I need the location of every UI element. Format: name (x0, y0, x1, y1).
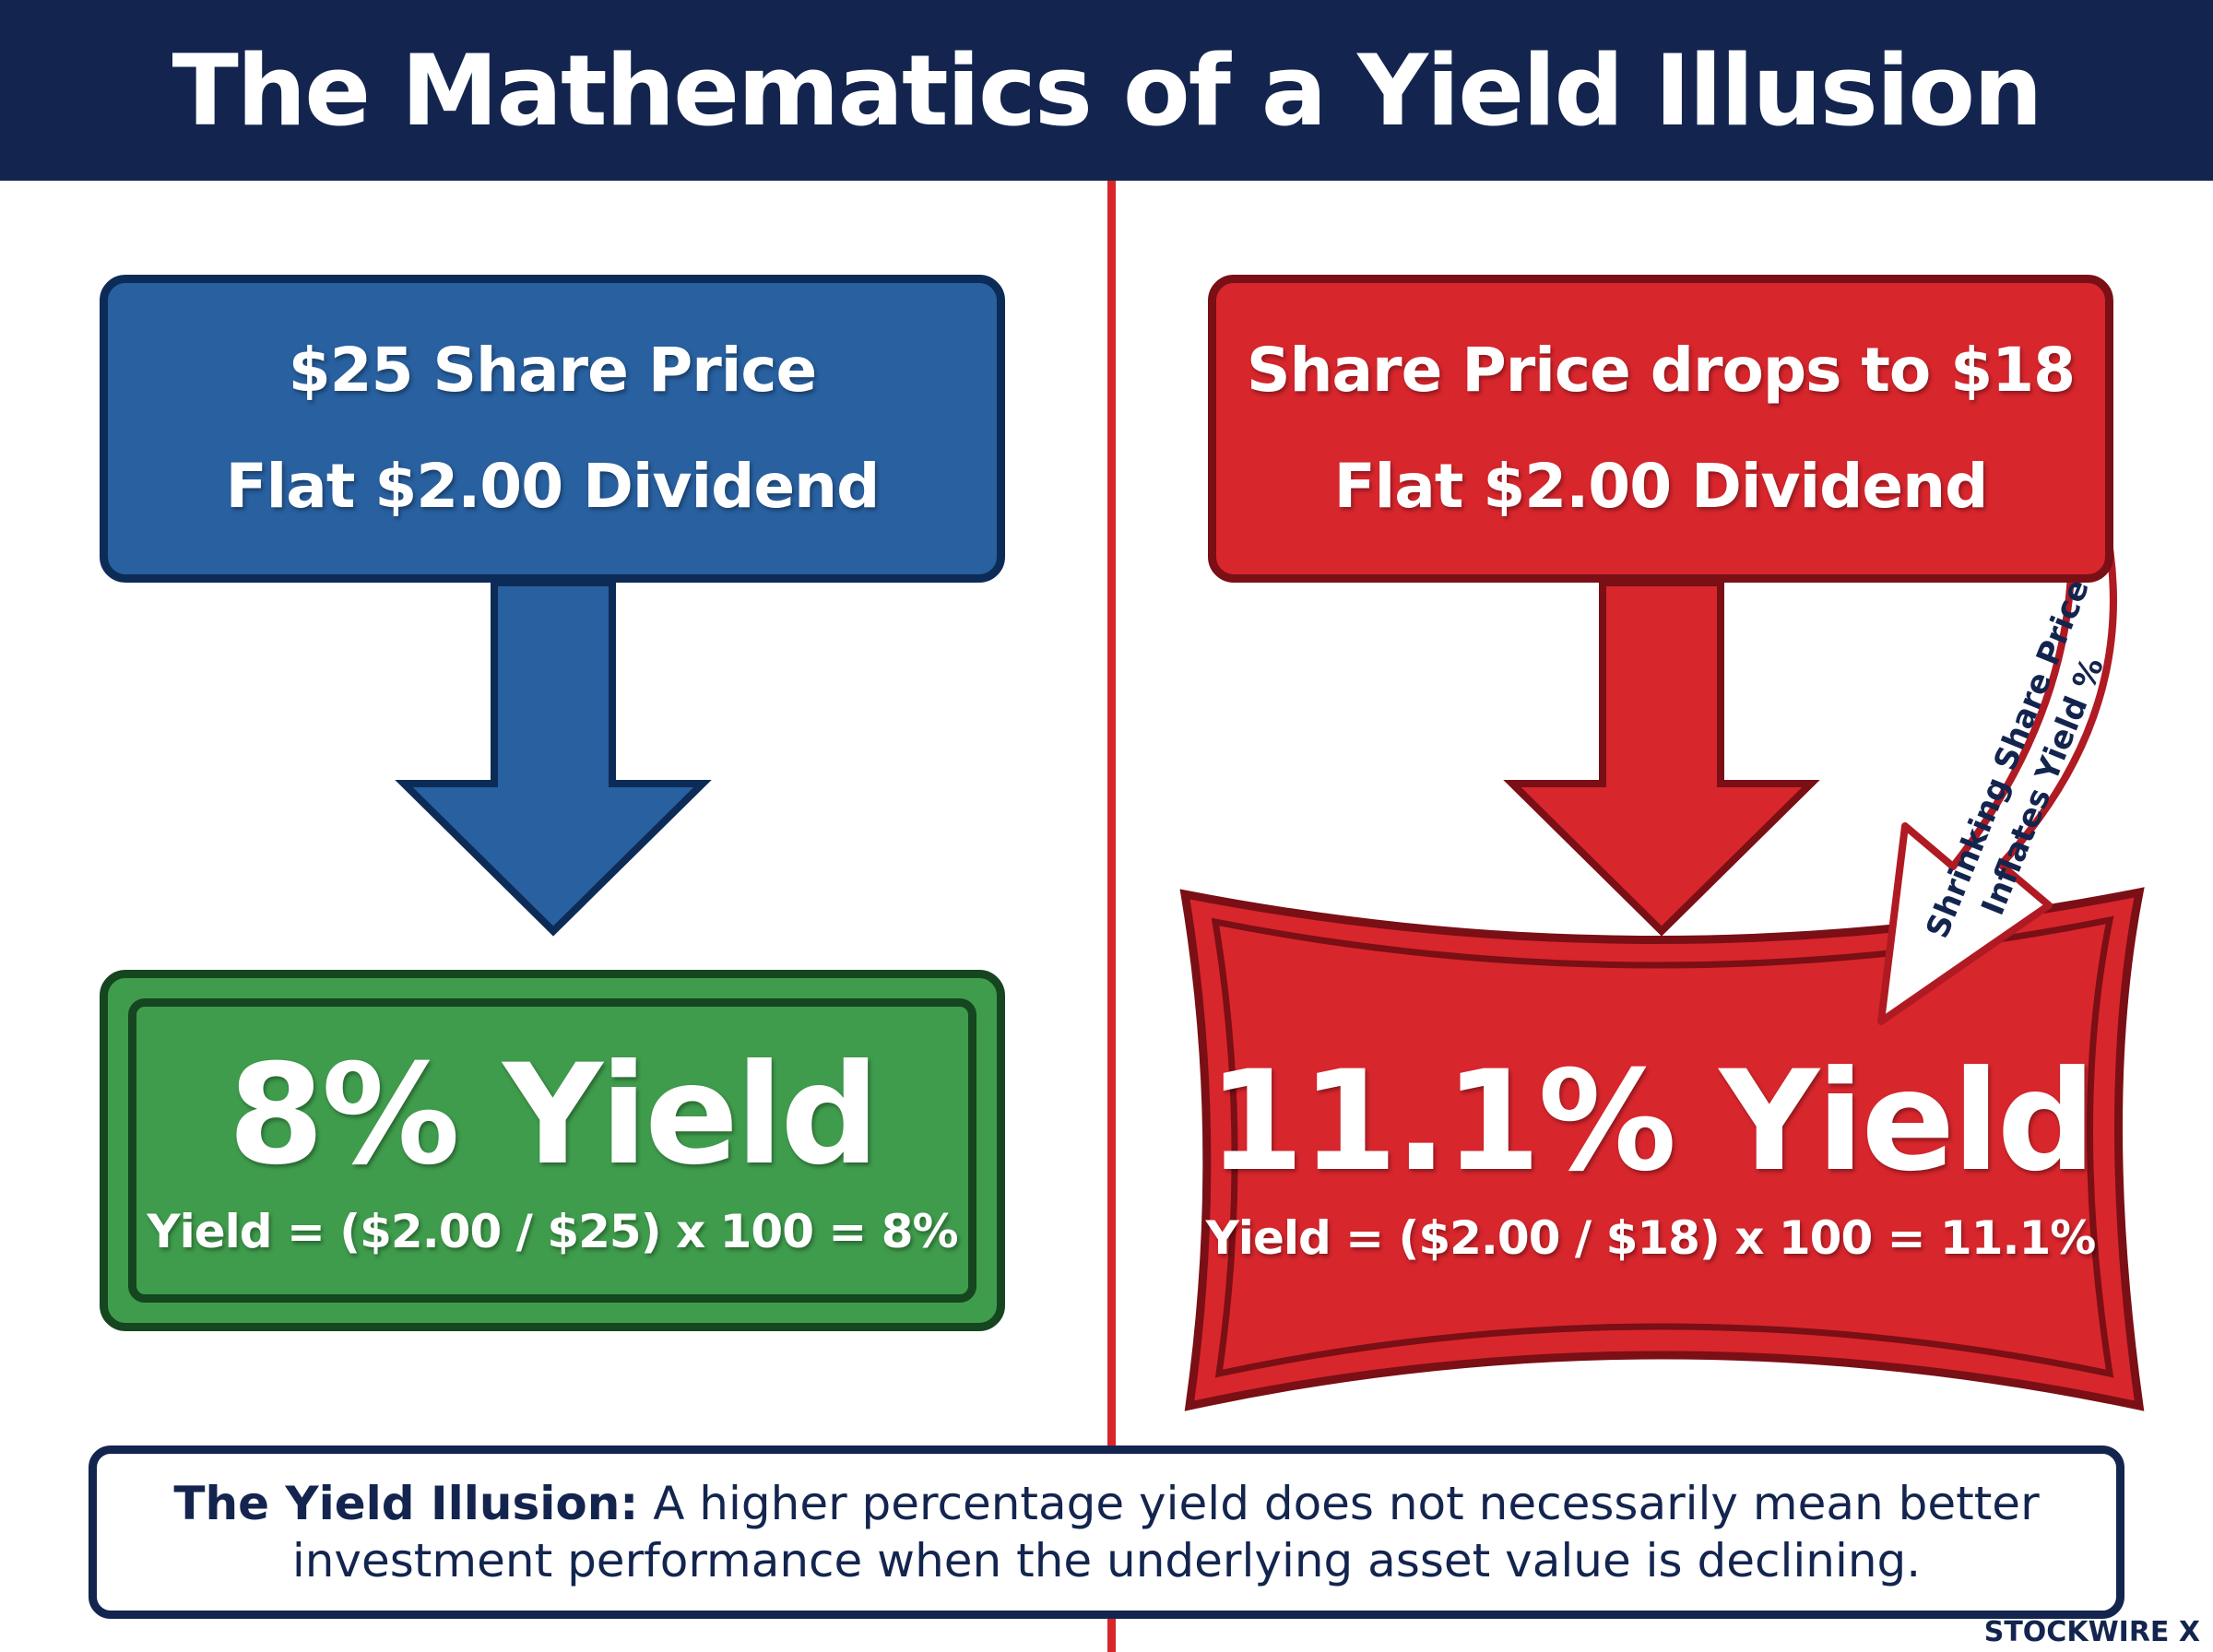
left-price-box: $25 Share Price Flat $2.00 Dividend (100, 275, 1005, 583)
left-yield-headline: 8% Yield (228, 1035, 879, 1196)
right-result-badge-inner (1211, 915, 2114, 1378)
right-price-box: Share Price drops to $18 Flat $2.00 Divi… (1208, 275, 2113, 583)
right-price-line: Share Price drops to $18 (1246, 335, 2076, 406)
brand-logo: STOCKWIRE X (1983, 1616, 2200, 1648)
left-price-line: $25 Share Price (288, 335, 818, 406)
left-result-inner: 8% Yield Yield = ($2.00 / $25) x 100 = 8… (128, 998, 976, 1303)
footer-body: A higher percentage yield does not neces… (291, 1477, 2040, 1587)
header-bar: The Mathematics of a Yield Illusion (0, 0, 2213, 181)
left-yield-formula: Yield = ($2.00 / $25) x 100 = 8% (147, 1205, 958, 1258)
right-down-arrow (1503, 579, 1820, 937)
footer-text: The Yield Illusion: A higher percentage … (134, 1475, 2079, 1589)
left-result-box: 8% Yield Yield = ($2.00 / $25) x 100 = 8… (100, 970, 1005, 1331)
right-dividend-line: Flat $2.00 Dividend (1333, 451, 1989, 522)
footer-lead: The Yield Illusion: (173, 1477, 639, 1530)
right-yield-formula: Yield = ($2.00 / $18) x 100 = 11.1% (1205, 1211, 2097, 1265)
left-down-arrow (395, 579, 712, 937)
center-divider (1107, 181, 1116, 1652)
page-title: The Mathematics of a Yield Illusion (172, 33, 2042, 148)
left-dividend-line: Flat $2.00 Dividend (225, 451, 881, 522)
footer-note: The Yield Illusion: A higher percentage … (89, 1446, 2124, 1619)
right-yield-headline: 11.1% Yield (1207, 1042, 2096, 1202)
right-result-badge (1179, 887, 2145, 1411)
right-result-content: 11.1% Yield Yield = ($2.00 / $18) x 100 … (1189, 1005, 2112, 1309)
